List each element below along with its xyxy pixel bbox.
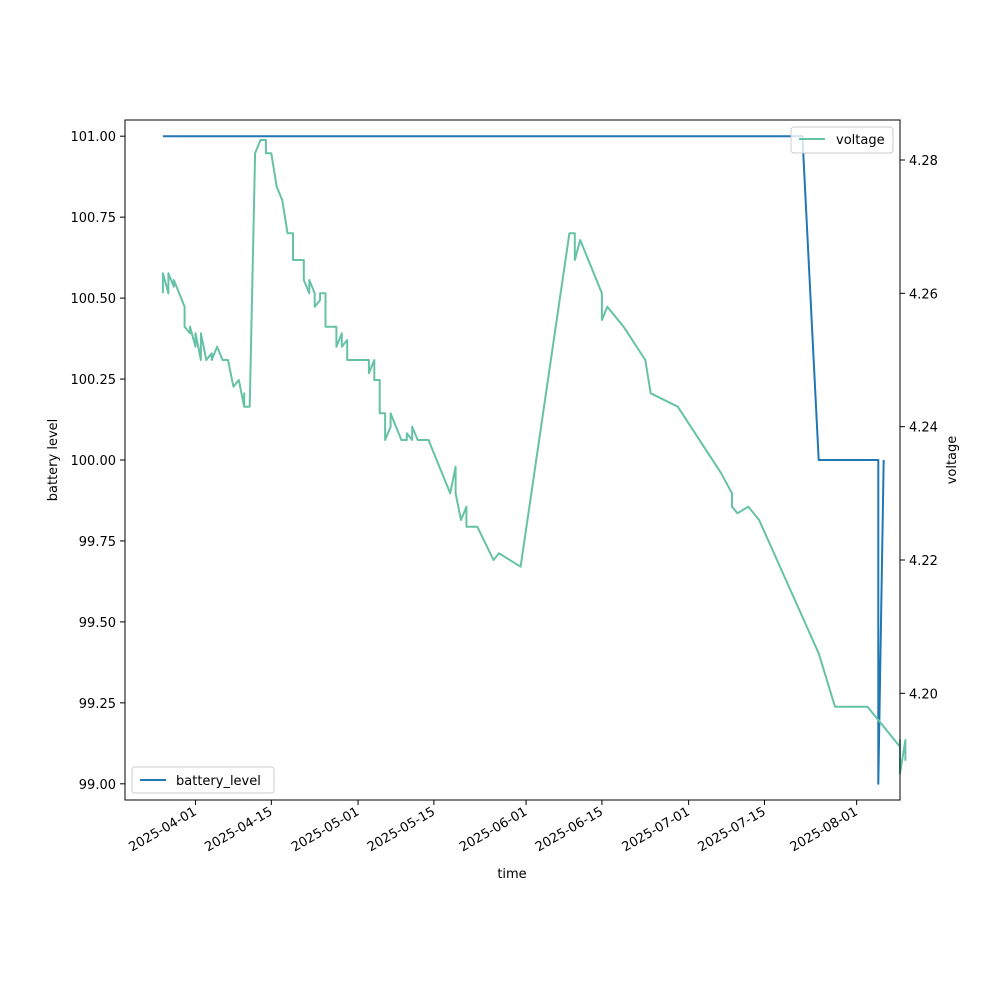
y-left-tick-label: 100.25 [71, 373, 117, 388]
legend-battery-level: battery_level [131, 766, 275, 794]
legend-battery-level-box [131, 766, 275, 794]
x-tick-label: 2025-06-01 [457, 804, 530, 855]
x-tick-label: 2025-07-01 [620, 804, 693, 855]
plot-frame [124, 119, 901, 801]
legend-voltage-label: voltage [836, 133, 885, 148]
y-left-tick-label: 100.50 [71, 292, 117, 307]
x-tick-label: 2025-06-15 [533, 804, 606, 855]
y-right-tick-label: 4.24 [909, 421, 938, 436]
x-tick-label: 2025-05-01 [289, 804, 362, 855]
y-left-tick-label: 99.75 [79, 535, 116, 550]
legend-voltage-box [790, 126, 894, 154]
y-left-tick-label: 100.75 [71, 211, 117, 226]
x-tick-label: 2025-05-15 [365, 804, 438, 855]
y-right-axis: 4.20 4.22 4.24 4.26 4.28 [900, 154, 938, 702]
y-right-tick-label: 4.26 [909, 287, 938, 302]
y-left-tick-label: 99.25 [79, 697, 116, 712]
x-tick-label: 2025-04-01 [127, 804, 200, 855]
x-axis-title: time [497, 867, 526, 882]
y-left-tick-label: 99.50 [79, 616, 116, 631]
x-tick-label: 2025-08-01 [788, 804, 861, 855]
x-tick-label: 2025-04-15 [202, 804, 275, 855]
legend-battery-level-label: battery_level [176, 774, 261, 789]
y-left-tick-label: 100.00 [71, 454, 117, 469]
y-left-tick-label: 99.00 [79, 778, 116, 793]
legend-voltage: voltage [790, 126, 894, 154]
y-left-axis: 99.00 99.25 99.50 99.75 100.00 100.25 100.50 10… [71, 130, 125, 793]
series-line-battery-level [162, 135, 885, 785]
y-right-tick-label: 4.28 [909, 154, 938, 169]
plot-lines [161, 135, 907, 785]
y-right-tick-label: 4.22 [909, 554, 938, 569]
y-right-axis-title: voltage [945, 436, 960, 485]
series-line-voltage [161, 139, 907, 775]
y-left-tick-label: 101.00 [71, 130, 117, 145]
x-axis: 2025-04-01 2025-04-15 2025-05-01 2025-05-15… [127, 800, 861, 855]
y-right-tick-label: 4.20 [909, 687, 938, 702]
y-left-axis-title: battery level [46, 419, 61, 502]
x-tick-label: 2025-07-15 [696, 804, 769, 855]
